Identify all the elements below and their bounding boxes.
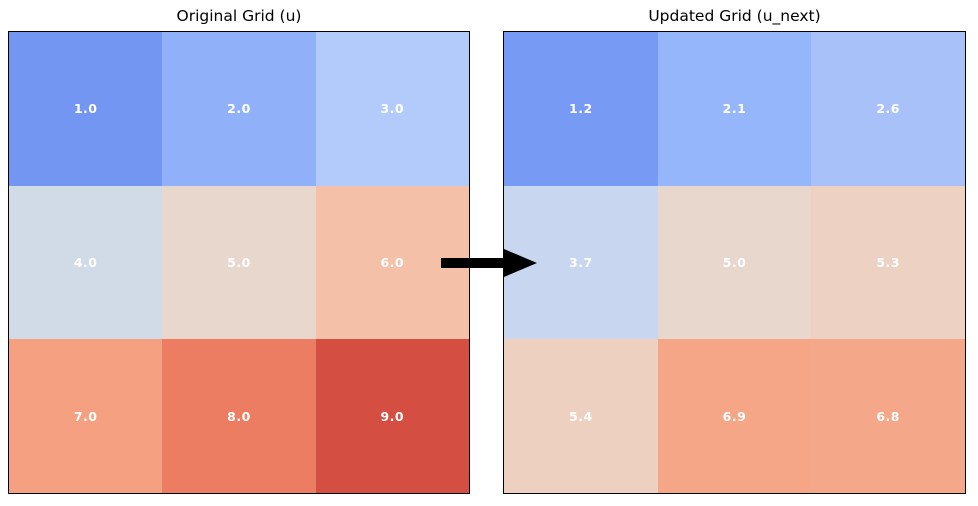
cell-value-label: 1.0 xyxy=(73,101,98,117)
original-grid-title: Original Grid (u) xyxy=(176,7,302,25)
cell-value-label: 8.0 xyxy=(227,408,251,424)
heatmap-cell-unext-r0c1: 2.1 xyxy=(657,32,812,186)
heatmap-cell-unext-r0c0: 1.2 xyxy=(504,32,658,186)
cell-value-label: 4.0 xyxy=(73,254,98,270)
cell-value-label: 6.9 xyxy=(722,408,747,424)
heatmap-cell-unext-r1c2: 5.3 xyxy=(811,185,965,340)
cell-value-label: 2.1 xyxy=(722,101,747,117)
heatmap-cell-unext-r0c2: 2.6 xyxy=(811,32,965,186)
heatmap-cell-u-r0c0: 1.0 xyxy=(9,32,163,186)
cell-value-label: 9.0 xyxy=(380,408,405,424)
original-grid-heatmap: 1.0 2.0 3.0 4.0 5.0 6.0 7.0 8.0 9.0 xyxy=(8,31,470,494)
heatmap-cell-u-r1c0: 4.0 xyxy=(9,185,163,340)
heatmap-cell-u-r2c0: 7.0 xyxy=(9,339,163,493)
cell-value-label: 3.7 xyxy=(569,254,593,270)
heatmap-cell-u-r0c1: 2.0 xyxy=(162,32,316,186)
heatmap-cell-u-r0c2: 3.0 xyxy=(315,32,469,186)
cell-value-label: 2.0 xyxy=(227,101,251,117)
cell-value-label: 5.0 xyxy=(227,254,251,270)
updated-grid-title: Updated Grid (u_next) xyxy=(648,7,821,25)
heatmap-cell-u-r2c1: 8.0 xyxy=(162,339,316,493)
cell-value-label: 2.6 xyxy=(876,101,900,117)
cell-value-label: 6.0 xyxy=(380,254,405,270)
heatmap-cell-unext-r2c2: 6.8 xyxy=(811,339,965,493)
cell-value-label: 5.3 xyxy=(876,254,900,270)
heatmap-cell-u-r2c2: 9.0 xyxy=(315,339,469,493)
cell-value-label: 7.0 xyxy=(73,408,98,424)
cell-value-label: 5.4 xyxy=(569,408,593,424)
cell-value-label: 5.0 xyxy=(722,254,747,270)
heatmap-cell-u-r1c1: 5.0 xyxy=(162,185,316,340)
heatmap-cell-unext-r2c0: 5.4 xyxy=(504,339,658,493)
update-step-arrow-icon xyxy=(441,249,537,277)
heatmap-cell-unext-r1c1: 5.0 xyxy=(657,185,812,340)
updated-grid-heatmap: 1.2 2.1 2.6 3.7 5.0 5.3 5.4 6.9 6.8 xyxy=(503,31,966,494)
cell-value-label: 6.8 xyxy=(876,408,900,424)
cell-value-label: 1.2 xyxy=(569,101,593,117)
arrow-shaft xyxy=(441,258,507,268)
cell-value-label: 3.0 xyxy=(380,101,405,117)
heatmap-cell-unext-r2c1: 6.9 xyxy=(657,339,812,493)
arrow-head xyxy=(504,249,537,277)
